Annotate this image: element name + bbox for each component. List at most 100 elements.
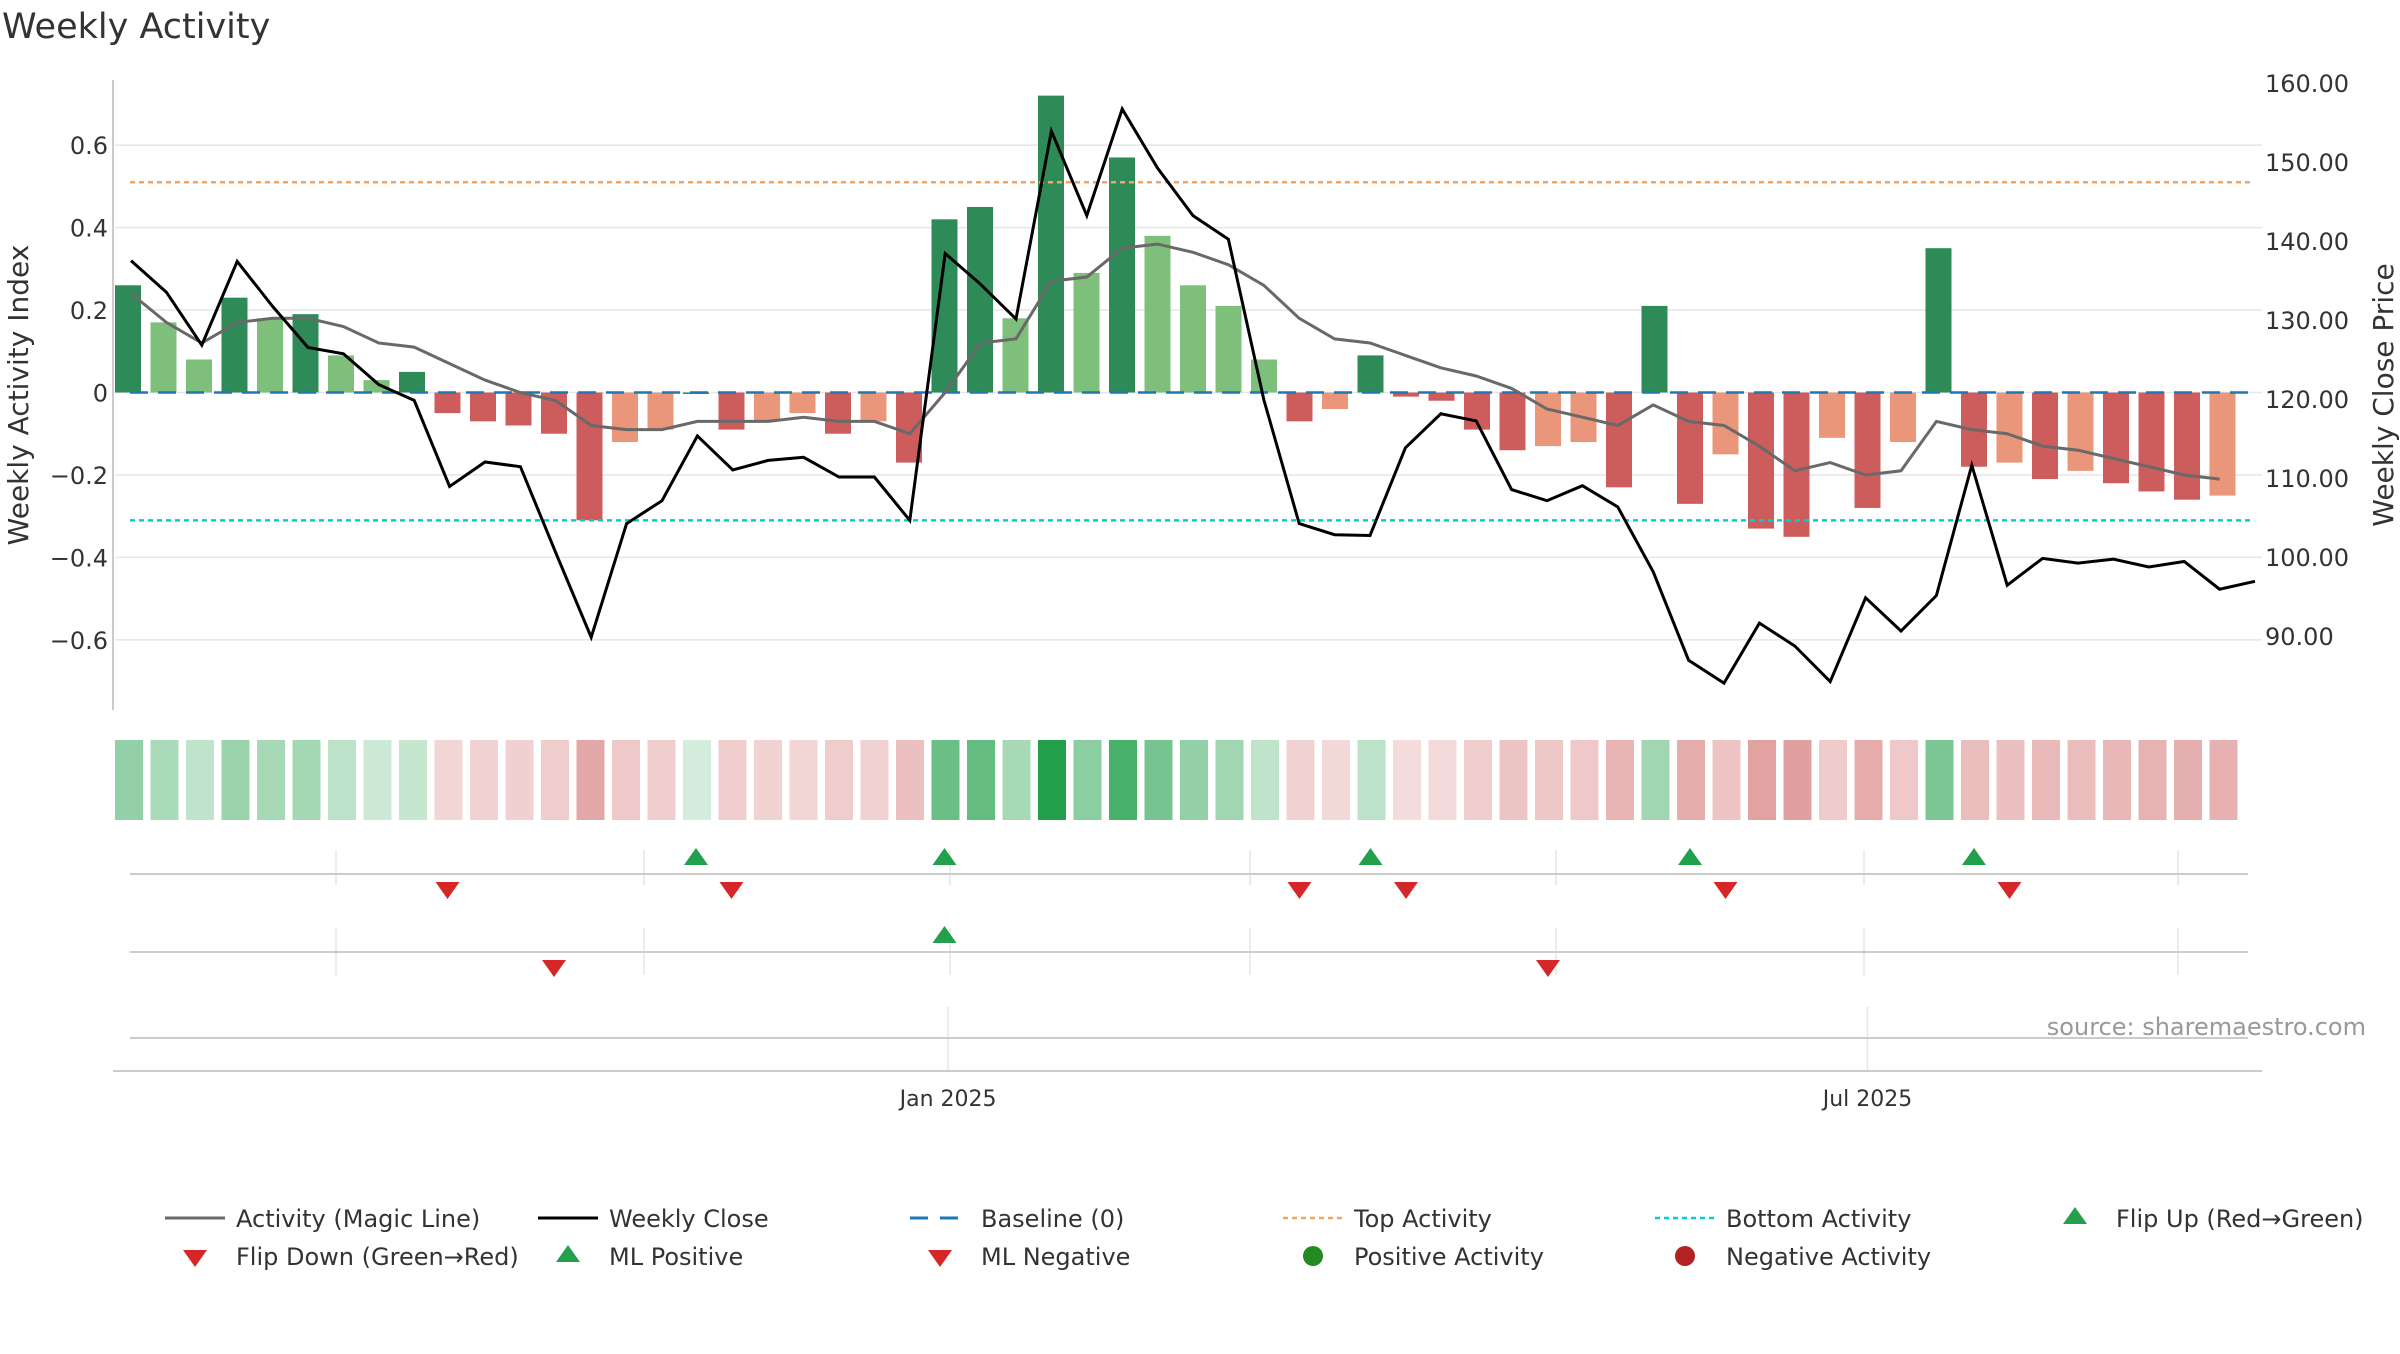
heat-cell (860, 740, 889, 820)
heat-cell (541, 740, 569, 820)
activity-bar (1393, 392, 1419, 397)
activity-bar (399, 371, 425, 393)
legend-swatch-ml-positive (556, 1245, 580, 1262)
activity-bar (328, 355, 354, 393)
activity-bar (2067, 392, 2094, 471)
activity-bar (789, 392, 816, 414)
flip-down-marker (719, 882, 744, 899)
heat-cell (1464, 740, 1492, 820)
heat-cell (1961, 740, 1989, 820)
y-left-tick-label: −0.2 (50, 462, 108, 490)
legend: Activity (Magic Line) Weekly Close Baselin… (165, 1205, 2364, 1271)
activity-bar (186, 359, 212, 393)
activity-bar (1996, 392, 2023, 463)
heat-cell (1073, 740, 1102, 820)
heat-cell (1854, 740, 1883, 820)
legend-label: Top Activity (1353, 1205, 1492, 1233)
y-right-tick-label: 160.00 (2265, 70, 2349, 98)
heat-cell (1925, 740, 1954, 820)
activity-bar (2138, 392, 2165, 492)
activity-bar (1038, 95, 1064, 393)
activity-bar (931, 219, 958, 393)
activity-bar (2174, 392, 2200, 500)
heat-cell (1038, 740, 1066, 820)
heat-cell (1109, 740, 1137, 820)
heat-cell (1535, 740, 1563, 820)
heat-cell (683, 740, 711, 820)
heat-cell (1748, 740, 1776, 820)
x-axis: Jan 2025 Jul 2025 (113, 1007, 2262, 1112)
activity-bar (967, 206, 993, 393)
y-right-tick-label: 120.00 (2265, 386, 2349, 414)
y-left-tick-label: 0.2 (70, 297, 108, 325)
heat-cell (1570, 740, 1599, 820)
activity-bar (505, 392, 532, 426)
legend-label: Baseline (0) (981, 1205, 1124, 1233)
heat-cell (1819, 740, 1847, 820)
flip-up-marker (1962, 848, 1986, 865)
legend-label: Weekly Close (609, 1205, 769, 1233)
activity-bar (1073, 272, 1100, 393)
legend-label: Activity (Magic Line) (236, 1205, 480, 1233)
y-right-tick-label: 90.00 (2265, 623, 2334, 651)
y-right-tick-label: 130.00 (2265, 307, 2349, 335)
activity-bar (1535, 392, 1561, 447)
heat-cell (1144, 740, 1173, 820)
activity-bar (647, 392, 674, 430)
activity-heat-strip (115, 740, 2238, 820)
heat-cell (257, 740, 285, 820)
y-left-tick-label: −0.6 (50, 627, 108, 655)
ml-positive-marker (932, 926, 957, 943)
activity-bar (1819, 392, 1845, 438)
source-credit: source: sharemaestro.com (2047, 1013, 2366, 1041)
legend-label: Flip Up (Red→Green) (2116, 1205, 2364, 1233)
ml-negative-marker (542, 960, 566, 977)
flip-up-marker (1678, 848, 1702, 865)
heat-cell (1677, 740, 1705, 820)
y-right-tick-label: 140.00 (2265, 228, 2349, 256)
series-lines (130, 105, 2256, 686)
heat-cell (150, 740, 179, 820)
heat-cell (1002, 740, 1031, 820)
activity-bar (1109, 157, 1135, 393)
heat-cell (221, 740, 250, 820)
y-left-tick-label: 0 (93, 380, 108, 408)
legend-swatch-ml-negative (928, 1250, 952, 1267)
flip-down-marker (1997, 882, 2022, 899)
flip-down-marker (1713, 882, 1738, 899)
activity-bars (115, 95, 2236, 537)
legend-label: Bottom Activity (1726, 1205, 1911, 1233)
heat-cell (647, 740, 676, 820)
activity-bar (1357, 355, 1384, 393)
y-left-tick-label: 0.4 (70, 215, 108, 243)
heat-cell (505, 740, 534, 820)
activity-bar (1180, 285, 1206, 393)
heat-cell (718, 740, 747, 820)
x-tick-label: Jul 2025 (1821, 1087, 1913, 1112)
heat-cell (1783, 740, 1812, 820)
activity-bar (115, 285, 141, 393)
heat-cell (789, 740, 818, 820)
legend-swatch-flip-up (2063, 1207, 2087, 1224)
legend-label: ML Negative (981, 1243, 1130, 1271)
activity-bar (363, 380, 390, 393)
heat-cell (1996, 740, 2025, 820)
activity-bar (1925, 248, 1952, 393)
heat-cell (1428, 740, 1457, 820)
heat-cell (1393, 740, 1421, 820)
chart-title: Weekly Activity (2, 7, 270, 47)
flip-up-marker (932, 848, 957, 865)
activity-bar (718, 392, 745, 430)
activity-bar (1215, 305, 1242, 393)
y-right-tick-label: 150.00 (2265, 149, 2349, 177)
heat-cell (754, 740, 782, 820)
activity-bar (221, 297, 248, 393)
y-left-tick-label: 0.6 (70, 132, 108, 160)
activity-bar (2032, 392, 2058, 480)
activity-bar (1606, 392, 1632, 488)
y-right-tick-label: 110.00 (2265, 465, 2349, 493)
activity-bar (1854, 392, 1881, 508)
heat-cell (328, 740, 356, 820)
y-axis-left-label: Weekly Activity Index (2, 245, 35, 546)
